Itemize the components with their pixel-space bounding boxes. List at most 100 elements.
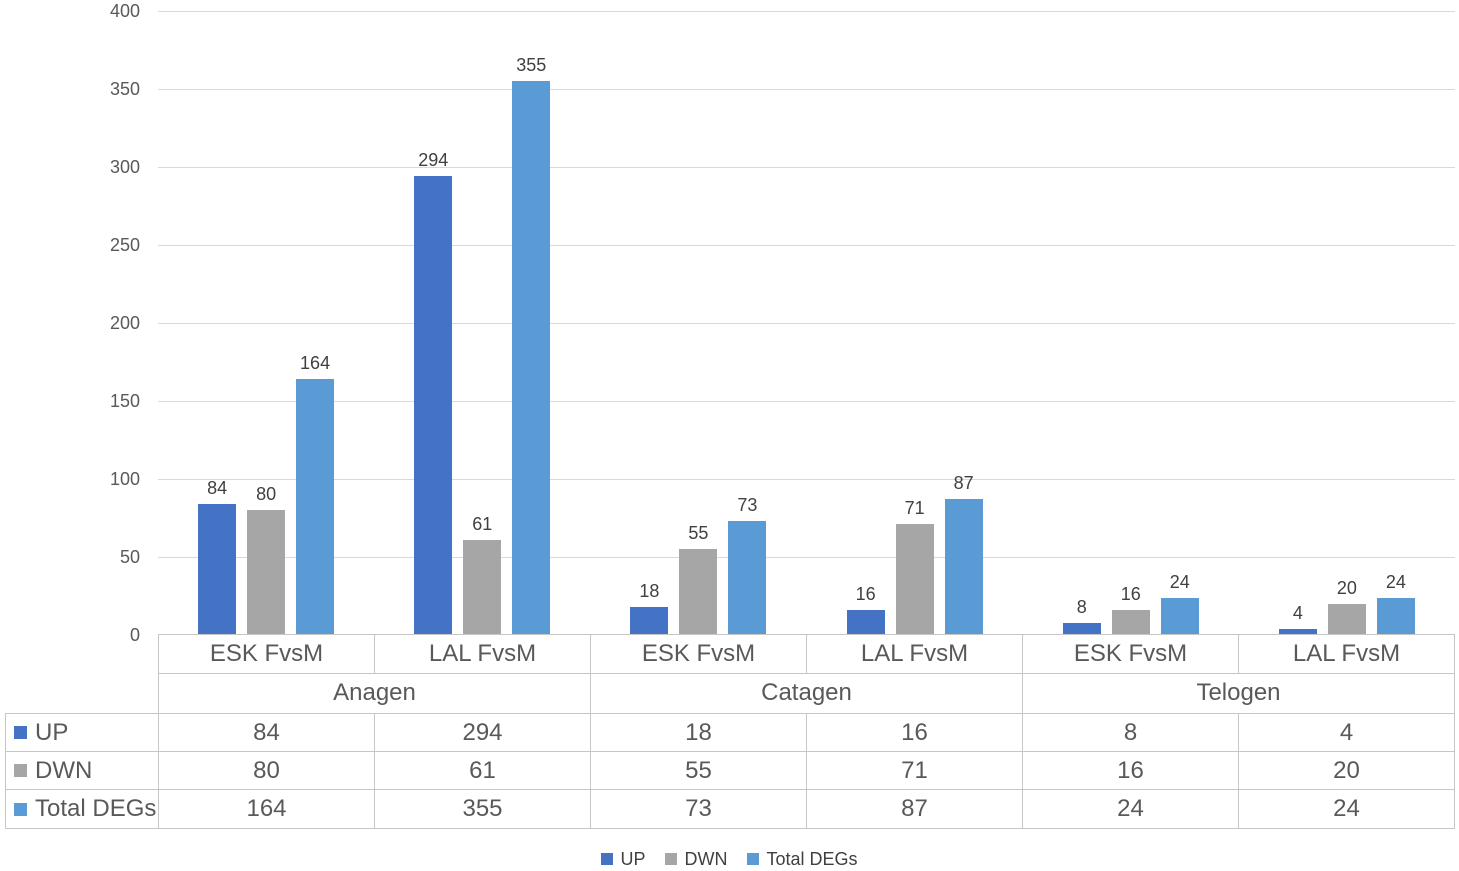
y-axis-tick-label: 250: [109, 235, 140, 255]
category-cell-esk-fvsm: ESK FvsM: [591, 635, 807, 673]
bar-value-label: 55: [688, 523, 709, 544]
y-axis-tick-label: 300: [109, 157, 140, 177]
legend-label: UP: [620, 849, 646, 869]
data-table-category-row: ESK FvsM LAL FvsM ESK FvsM LAL FvsM ESK FvsM…: [158, 634, 1455, 673]
bar-total-degs: [1376, 597, 1415, 635]
bar-value-label: 164: [300, 353, 331, 374]
table-value-cell: 294: [375, 714, 591, 751]
bar-value-label: 16: [1120, 584, 1141, 605]
series-name: Total DEGs: [35, 795, 157, 822]
category-cell-lal-fvsm: LAL FvsM: [1292, 640, 1401, 667]
legend: UP DWN Total DEGs: [0, 847, 1459, 871]
y-axis-tick-label: 200: [109, 313, 140, 333]
table-row-total-degs: Total DEGs 164 355 73 87 24 24: [6, 790, 1454, 828]
y-axis-tick-label: 0: [129, 625, 140, 645]
bar-up: [1062, 622, 1101, 635]
y-axis-tick-label: 400: [109, 1, 140, 21]
series-label-cell: DWN: [6, 752, 159, 789]
bar-value-label: 24: [1169, 571, 1190, 592]
bar-value-label: 87: [953, 473, 974, 494]
bar-up: [198, 503, 237, 635]
bar-total-degs: [1160, 597, 1199, 635]
bar-total-degs: [296, 379, 335, 635]
bar-dwn: [1111, 610, 1150, 635]
legend-label: DWN: [684, 849, 728, 869]
y-axis-tick-label: 100: [109, 469, 140, 489]
series-swatch-icon: [14, 764, 27, 777]
bar-value-label: 24: [1385, 571, 1406, 592]
table-value-cell: 8: [1023, 714, 1239, 751]
series-label-cell: UP: [6, 714, 159, 751]
bar-total-degs: [944, 499, 983, 635]
table-value-cell: 24: [1023, 790, 1239, 828]
bar-up: [846, 610, 885, 635]
legend-swatch-icon: [665, 853, 678, 865]
table-value-cell: 84: [159, 714, 375, 751]
bar-value-label: 20: [1336, 577, 1357, 598]
gridline: [158, 244, 1455, 246]
table-value-cell: 80: [159, 752, 375, 789]
gridline: [158, 322, 1455, 324]
bar-value-label: 84: [207, 477, 228, 498]
series-swatch-icon: [14, 726, 27, 739]
table-value-cell: 16: [1023, 752, 1239, 789]
series-name: UP: [35, 718, 69, 746]
bar-up: [1278, 628, 1317, 635]
table-value-cell: 87: [807, 790, 1023, 828]
bar-value-label: 294: [418, 150, 449, 171]
gridline: [158, 10, 1455, 12]
category-cell-lal-fvsm: LAL FvsM: [807, 635, 1023, 673]
category-cell-esk-fvsm: ESK FvsM: [1023, 635, 1239, 673]
legend-swatch-icon: [601, 853, 614, 865]
bar-up: [414, 176, 453, 635]
bar-dwn: [679, 549, 718, 635]
legend-item-total-degs: Total DEGs: [747, 849, 858, 869]
bar-dwn: [463, 539, 502, 635]
table-value-cell: 55: [591, 752, 807, 789]
table-value-cell: 24: [1333, 795, 1360, 822]
category-cell-esk-fvsm: ESK FvsM: [159, 635, 375, 673]
bar-value-label: 18: [639, 580, 660, 601]
bar-total-degs: [728, 521, 767, 635]
data-table-group-row: Anagen Catagen Telogen: [158, 673, 1455, 713]
bar-total-degs: [512, 81, 551, 635]
table-value-cell: 4: [1339, 719, 1354, 746]
table-value-cell: 164: [159, 790, 375, 828]
group-cell-telogen: Telogen: [1196, 679, 1281, 706]
table-value-cell: 73: [591, 790, 807, 828]
bar-value-label: 16: [855, 584, 876, 605]
bar-value-label: 71: [904, 498, 925, 519]
group-cell-catagen: Catagen: [591, 674, 1023, 713]
legend-swatch-icon: [747, 853, 760, 865]
table-value-cell: 355: [375, 790, 591, 828]
category-cell-lal-fvsm: LAL FvsM: [375, 635, 591, 673]
group-cell-anagen: Anagen: [159, 674, 591, 713]
bar-dwn: [1327, 603, 1366, 635]
bar-value-label: 8: [1076, 596, 1087, 617]
table-row-up: UP 84 294 18 16 8 4: [6, 714, 1454, 752]
legend-item-dwn: DWN: [665, 850, 727, 868]
table-value-cell: 16: [807, 714, 1023, 751]
table-value-cell: 18: [591, 714, 807, 751]
data-table: UP 84 294 18 16 8 4 DWN 80 61 55 71 16 20 Total DEGs 16…: [5, 713, 1455, 829]
bar-value-label: 80: [256, 484, 277, 505]
gridline: [158, 478, 1455, 480]
bar-value-label: 4: [1292, 602, 1303, 623]
bar-value-label: 73: [737, 495, 758, 516]
gridline: [158, 166, 1455, 168]
legend-item-up: UP: [601, 850, 645, 868]
table-value-cell: 20: [1333, 757, 1360, 784]
legend-label: Total DEGs: [766, 849, 858, 869]
series-name: DWN: [35, 756, 93, 784]
gridline: [158, 556, 1455, 558]
table-value-cell: 71: [807, 752, 1023, 789]
bar-value-label: 355: [516, 55, 547, 76]
bar-value-label: 61: [472, 513, 493, 534]
y-axis-tick-label: 50: [119, 547, 140, 567]
y-axis-tick-label: 150: [109, 391, 140, 411]
gridline: [158, 88, 1455, 90]
table-row-dwn: DWN 80 61 55 71 16 20: [6, 752, 1454, 790]
y-axis-tick-label: 350: [109, 79, 140, 99]
bar-dwn: [895, 524, 934, 635]
